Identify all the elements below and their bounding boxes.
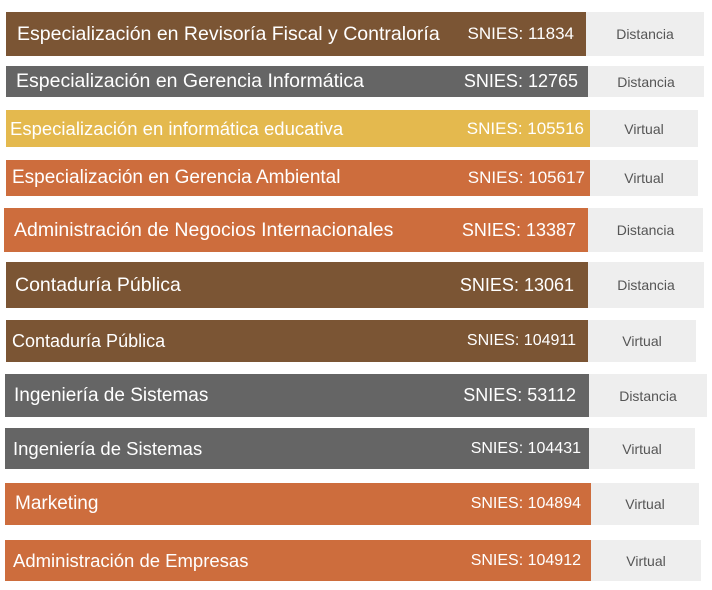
program-modality: Distancia <box>588 66 704 97</box>
program-modality: Virtual <box>591 540 701 581</box>
program-bar: Especialización en Revisoría Fiscal y Co… <box>6 12 586 56</box>
program-name: Especialización en Gerencia Informática <box>16 70 364 92</box>
program-name: Ingeniería de Sistemas <box>13 437 203 459</box>
program-name: Contaduría Pública <box>12 330 166 351</box>
program-snies-code: SNIES: 13061 <box>459 274 574 295</box>
program-modality: Distancia <box>586 12 704 56</box>
program-snies-code: SNIES: 13387 <box>461 219 576 240</box>
program-row[interactable]: Ingeniería de Sistemas SNIES: 104431 Vir… <box>5 428 695 469</box>
program-name: Administración de Empresas <box>13 549 249 571</box>
program-snies-code: SNIES: 104911 <box>466 332 576 349</box>
program-row[interactable]: Ingeniería de Sistemas SNIES: 53112 Dist… <box>5 374 707 417</box>
program-name: Marketing <box>15 493 99 514</box>
program-row[interactable]: Administración de Empresas SNIES: 104912… <box>5 540 701 581</box>
program-snies-code: SNIES: 105516 <box>466 118 584 138</box>
program-row[interactable]: Administración de Negocios Internacional… <box>4 208 703 252</box>
program-name: Contaduría Pública <box>15 273 181 296</box>
program-snies-code: SNIES: 53112 <box>463 385 576 405</box>
program-row[interactable]: Especialización en informática educativa… <box>6 110 698 147</box>
program-row[interactable]: Contaduría Pública SNIES: 104911 Virtual <box>6 320 696 362</box>
program-snies-code: SNIES: 11834 <box>467 24 574 43</box>
program-bar: Especialización en Gerencia Informática … <box>6 66 588 97</box>
program-name: Administración de Negocios Internacional… <box>14 218 394 241</box>
program-row[interactable]: Marketing SNIES: 104894 Virtual <box>5 483 699 525</box>
program-name: Especialización en informática educativa <box>10 117 344 139</box>
program-modality: Virtual <box>589 428 695 469</box>
program-bar: Especialización en informática educativa… <box>6 110 590 147</box>
program-modality: Distancia <box>589 374 707 417</box>
program-bar: Marketing SNIES: 104894 <box>5 483 591 525</box>
program-bar: Contaduría Pública SNIES: 104911 <box>6 320 588 362</box>
program-name: Especialización en Revisoría Fiscal y Co… <box>17 22 440 45</box>
program-bar: Especialización en Gerencia Ambiental SN… <box>6 160 590 196</box>
program-snies-code: SNIES: 104912 <box>470 551 581 569</box>
program-snies-code: SNIES: 105617 <box>467 168 585 187</box>
program-modality: Distancia <box>588 208 703 252</box>
program-modality: Distancia <box>588 262 704 308</box>
program-snies-code: SNIES: 104431 <box>470 439 581 457</box>
program-snies-code: SNIES: 12765 <box>463 71 578 91</box>
program-bar: Ingeniería de Sistemas SNIES: 53112 <box>5 374 589 417</box>
program-name: Especialización en Gerencia Ambiental <box>12 167 341 188</box>
program-snies-code: SNIES: 104894 <box>470 495 581 512</box>
program-modality: Virtual <box>590 160 698 196</box>
program-modality: Virtual <box>588 320 696 362</box>
program-row[interactable]: Especialización en Revisoría Fiscal y Co… <box>6 12 704 56</box>
program-modality: Virtual <box>591 483 699 525</box>
program-name: Ingeniería de Sistemas <box>14 384 209 406</box>
program-bar: Administración de Empresas SNIES: 104912 <box>5 540 591 581</box>
program-bar: Contaduría Pública SNIES: 13061 <box>6 262 588 308</box>
program-row[interactable]: Especialización en Gerencia Ambiental SN… <box>6 160 698 196</box>
program-modality: Virtual <box>590 110 698 147</box>
program-bar: Administración de Negocios Internacional… <box>4 208 588 252</box>
program-row[interactable]: Contaduría Pública SNIES: 13061 Distanci… <box>6 262 704 308</box>
program-bar: Ingeniería de Sistemas SNIES: 104431 <box>5 428 589 469</box>
program-row[interactable]: Especialización en Gerencia Informática … <box>6 66 704 97</box>
